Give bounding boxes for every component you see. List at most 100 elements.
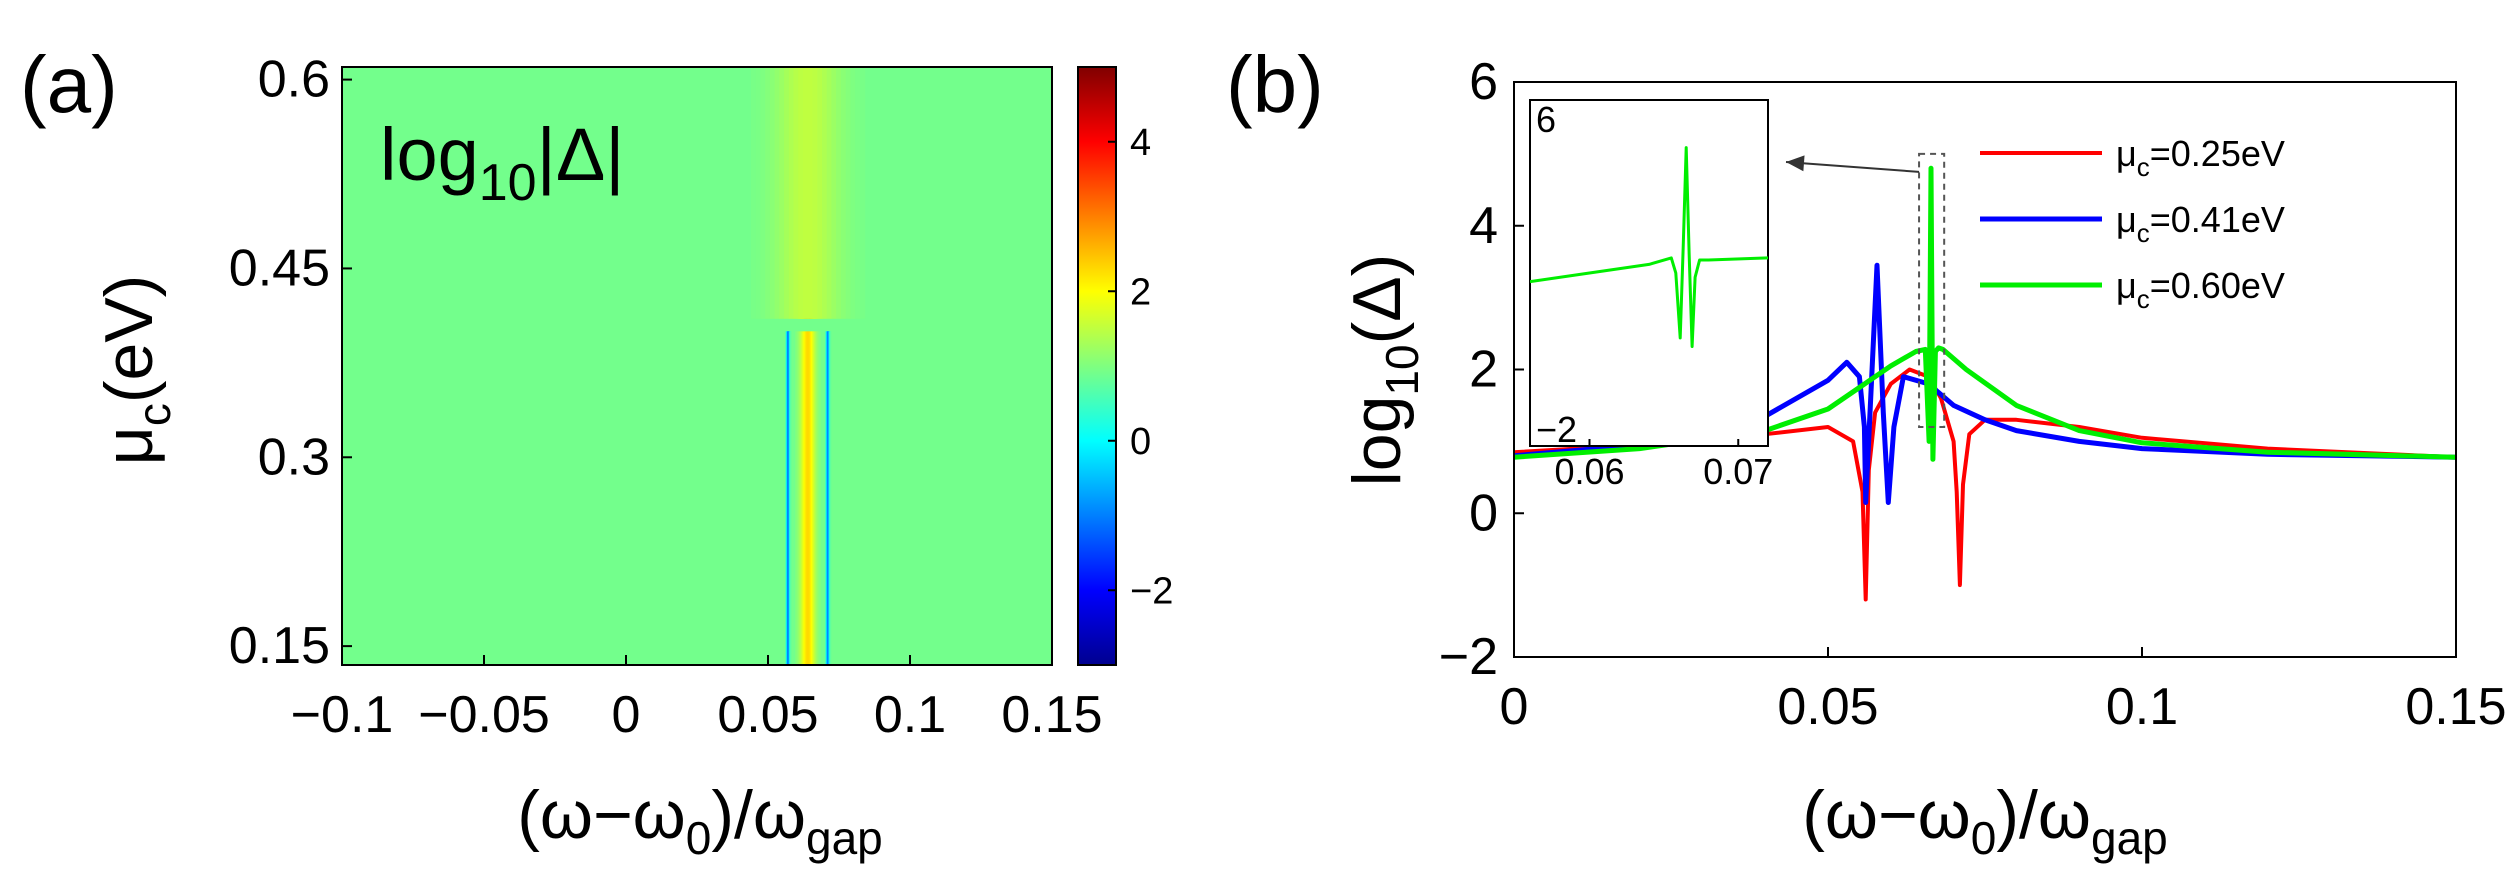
y-tick-label: 0.15 — [229, 617, 330, 675]
heatmap-cell — [819, 331, 822, 665]
heatmap-cell — [810, 331, 813, 665]
heatmap-cell — [794, 331, 797, 665]
heatmap-cell — [808, 331, 811, 665]
heatmap-a-ylabel: μc(eV) — [91, 275, 180, 466]
panel-b-label: (b) — [1226, 40, 1324, 129]
colorbar-tick-label: 4 — [1130, 122, 1151, 164]
heatmap-cell — [774, 67, 780, 319]
heatmap-cell — [765, 67, 771, 319]
y-tick-label: 0.6 — [258, 51, 330, 109]
heatmap-cell — [821, 67, 828, 319]
legend-label: μc=0.60eV — [2116, 265, 2285, 314]
colorbar-tick-label: 0 — [1130, 421, 1151, 463]
x-tick-label: 0.05 — [1777, 678, 1878, 736]
inset-ticks: 0.06 0.07 −2 6 — [1536, 99, 1773, 492]
heatmap-a-frame — [341, 66, 1053, 666]
y-tick-label: 2 — [1469, 341, 1498, 399]
colorbar-tick-label: 2 — [1130, 271, 1151, 313]
heatmap-cell — [803, 67, 809, 319]
x-tick-label: 0.15 — [2405, 678, 2506, 736]
inset-background — [1529, 99, 1769, 447]
legend-label: μc=0.41eV — [2116, 199, 2285, 248]
heatmap-background — [342, 67, 1052, 665]
y-tick-label: 0.3 — [258, 428, 330, 486]
heatmap-cell — [801, 331, 804, 665]
legend-label: μc=0.25eV — [2116, 133, 2285, 182]
heatmap-cell — [809, 331, 812, 665]
heatmap-cell — [750, 67, 757, 319]
heatmap-cell — [816, 331, 818, 665]
heatmap-a-ticks: −0.1 −0.05 0 0.05 0.1 0.15 0.15 0.3 0.45 0.6 — [229, 51, 1103, 744]
heatmap-cell — [818, 331, 821, 665]
x-tick-label: 0.1 — [874, 686, 946, 744]
x-tick-label: 0.05 — [717, 686, 818, 744]
heatmap-feature — [824, 331, 832, 665]
heatmap-cell — [798, 331, 800, 665]
heatmap-cell — [796, 331, 798, 665]
heatmap-cell — [807, 331, 810, 665]
x-tick-label: 0.1 — [2106, 678, 2178, 736]
heatmap-cell — [760, 67, 766, 319]
legend: μc=0.25eV μc=0.41eV μc=0.60eV — [1980, 133, 2285, 314]
heatmap-cell — [800, 331, 802, 665]
inset-series — [1530, 146, 1768, 348]
heatmap-a-xlabel: (ω−ω0)/ωgap — [517, 777, 883, 864]
heatmap-cell — [855, 67, 861, 319]
heatmap-cell — [804, 331, 807, 665]
heatmap-cell — [830, 331, 832, 665]
heatmap-cell — [836, 67, 842, 319]
colorbar-tick-label: −2 — [1130, 570, 1173, 612]
inset-y-tick-label: −2 — [1536, 409, 1577, 450]
heatmap-cell — [790, 331, 792, 665]
colorbar — [1077, 66, 1117, 666]
heatmap-cell — [840, 67, 847, 319]
heatmap-cell — [788, 67, 795, 319]
x-tick-label: 0 — [612, 686, 641, 744]
heatmap-cell — [859, 67, 866, 319]
heatmap-a — [342, 67, 1052, 665]
y-tick-label: −2 — [1439, 628, 1498, 686]
panel-a-label: (a) — [20, 40, 118, 129]
y-tick-label: 4 — [1469, 197, 1498, 255]
heatmap-cell — [831, 67, 837, 319]
inset-arrow-head — [1786, 155, 1805, 172]
series-line — [1514, 262, 2456, 505]
x-tick-label: −0.1 — [291, 686, 394, 744]
inset-x-tick-label: 0.06 — [1554, 451, 1624, 492]
heatmap-feature — [785, 331, 792, 665]
heatmap-cell — [797, 331, 799, 665]
heatmap-cell — [803, 331, 806, 665]
heatmap-cell — [769, 67, 776, 319]
inset-arrow — [1785, 161, 1920, 173]
heatmap-cell — [755, 67, 762, 319]
heatmap-cell — [806, 331, 809, 665]
heatmap-cell — [798, 67, 804, 319]
colorbar-ticks: −2 0 2 4 — [1108, 122, 1173, 612]
heatmap-cell — [812, 331, 814, 665]
y-tick-label: 0.45 — [229, 239, 330, 297]
heatmap-feature — [794, 331, 822, 665]
heatmap-cell — [799, 331, 801, 665]
heatmap-cell — [815, 331, 817, 665]
heatmap-cell — [814, 331, 816, 665]
highlight-box — [1918, 152, 1946, 428]
inset-y-tick-label: 6 — [1536, 99, 1556, 140]
heatmap-cell — [817, 331, 820, 665]
heatmap-cell — [779, 67, 785, 319]
heatmap-cell — [817, 67, 823, 319]
series-line — [1514, 165, 2456, 462]
heatmap-cell — [807, 67, 814, 319]
heatmap-cell — [802, 331, 805, 665]
x-tick-label: 0 — [1500, 678, 1529, 736]
inset-series-line — [1530, 146, 1768, 348]
heatmap-cell — [805, 331, 808, 665]
line-chart-b-ylabel: log10(Δ) — [1339, 254, 1428, 487]
heatmap-cell — [845, 67, 851, 319]
x-tick-label: −0.05 — [418, 686, 550, 744]
heatmap-cell — [793, 67, 799, 319]
line-chart-b-series — [1514, 165, 2456, 602]
heatmap-cell — [826, 67, 833, 319]
heatmap-cell — [784, 67, 790, 319]
